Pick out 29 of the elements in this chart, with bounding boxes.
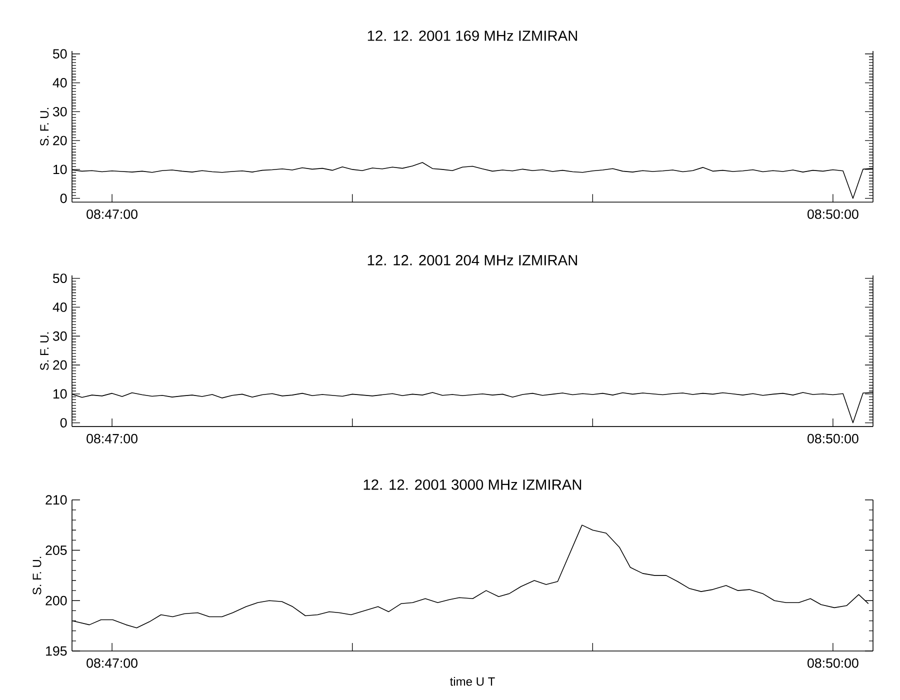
y-tick-label: 50 [53,274,67,284]
y-axis-title: S. F. U. [40,332,49,370]
y-tick-label: 10 [53,389,67,399]
y-tick-label: 200 [46,596,67,606]
y-tick-label: 210 [46,495,67,505]
x-tick-label: 08:47:00 [86,434,138,444]
y-tick-label: 40 [52,78,67,88]
y-axis-title: S. F. U. [40,108,49,146]
x-tick-label: 08:47:00 [86,658,138,668]
y-tick-label: 10 [53,164,67,174]
x-tick-label: 08:50:00 [808,658,858,668]
x-tick-label: 08:50:00 [808,209,858,219]
chart-title: 12. 12. 2001 204 MHz IZMIRAN [368,255,577,266]
y-tick-label: 20 [53,136,67,146]
y-tick-label: 195 [46,646,67,656]
y-tick-label: 50 [53,49,67,59]
x-axis-title: time U T [450,676,495,686]
y-tick-label: 30 [52,106,67,116]
y-tick-label: 40 [52,302,67,312]
y-tick-label: 205 [46,546,67,555]
x-tick-label: 08:47:00 [86,209,138,219]
y-tick-label: 0 [60,194,67,204]
chart-title: 12. 12. 2001 3000 MHz IZMIRAN [364,479,582,490]
x-tick-label: 08:50:00 [808,434,858,444]
y-axis-title: S. F. U. [32,556,42,595]
y-tick-label: 30 [52,331,67,341]
chart-title: 12. 12. 2001 169 MHz IZMIRAN [368,30,577,41]
y-tick-label: 0 [60,418,67,428]
y-tick-label: 20 [53,360,67,370]
